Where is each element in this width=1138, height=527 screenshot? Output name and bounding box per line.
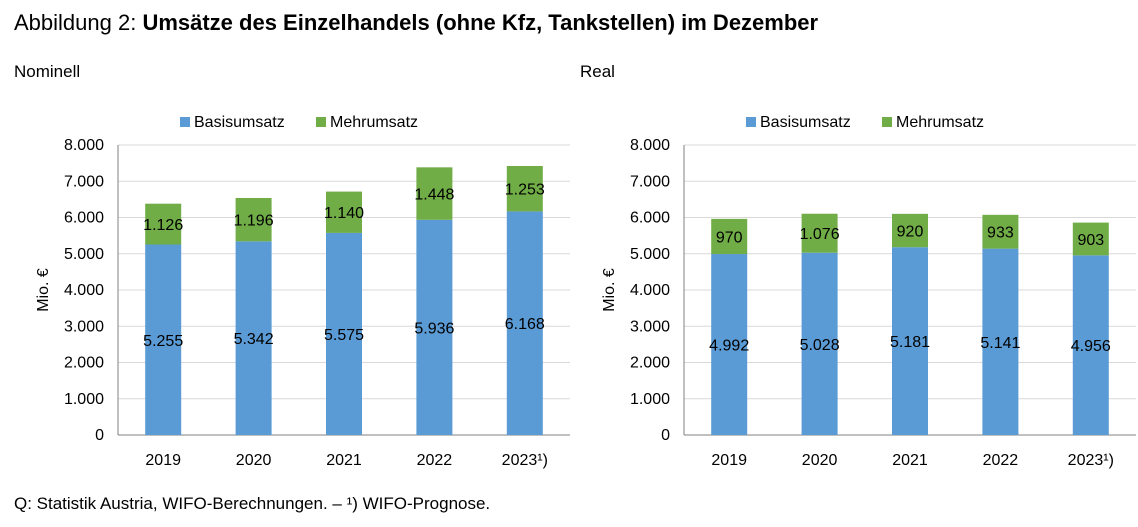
bar-basis-3 xyxy=(416,219,453,435)
x-tick-label: 2023¹) xyxy=(1068,452,1114,469)
y-tick-label: 1.000 xyxy=(64,391,104,408)
legend-label-0: Basisumsatz xyxy=(194,114,285,131)
data-label: 920 xyxy=(897,224,924,241)
y-tick-label: 0 xyxy=(661,427,670,444)
y-tick-label: 3.000 xyxy=(630,318,670,335)
y-tick-label: 6.000 xyxy=(630,210,670,227)
data-label: 5.575 xyxy=(324,327,364,344)
data-label: 1.448 xyxy=(414,187,454,204)
bar-basis-1 xyxy=(801,252,838,435)
bar-basis-2 xyxy=(326,232,362,435)
x-tick-label: 2019 xyxy=(145,452,181,469)
y-tick-label: 7.000 xyxy=(64,173,104,190)
data-label: 1.126 xyxy=(143,217,183,234)
bar-mehr-2 xyxy=(892,213,928,248)
data-label: 970 xyxy=(716,229,743,246)
y-tick-label: 8.000 xyxy=(64,137,104,154)
data-label: 903 xyxy=(1077,232,1104,249)
y-tick-label: 7.000 xyxy=(630,173,670,190)
bar-basis-0 xyxy=(145,244,182,435)
data-label: 1.076 xyxy=(800,226,840,243)
data-label: 933 xyxy=(987,225,1014,242)
x-tick-label: 2019 xyxy=(711,452,747,469)
data-label: 4.992 xyxy=(709,338,749,355)
data-label: 4.956 xyxy=(1071,338,1111,355)
bar-basis-1 xyxy=(235,241,272,435)
bar-mehr-4 xyxy=(1072,222,1109,256)
legend-label-0: Basisumsatz xyxy=(760,114,851,131)
y-axis-label: Mio. € xyxy=(35,268,52,312)
x-tick-label: 2022 xyxy=(983,452,1019,469)
bar-mehr-3 xyxy=(416,167,453,220)
bar-mehr-1 xyxy=(235,197,272,242)
legend-label-1: Mehrumsatz xyxy=(330,114,418,131)
figure-title-text: Umsätze des Einzelhandels (ohne Kfz, Tan… xyxy=(142,10,819,35)
legend-swatch-0 xyxy=(180,117,190,127)
legend-swatch-1 xyxy=(316,117,326,127)
y-tick-label: 8.000 xyxy=(630,137,670,154)
data-label: 1.253 xyxy=(505,182,545,199)
y-tick-label: 5.000 xyxy=(630,246,670,263)
y-tick-label: 3.000 xyxy=(64,318,104,335)
figure-title: Abbildung 2: Umsätze des Einzelhandels (… xyxy=(14,10,818,36)
legend-swatch-0 xyxy=(746,117,756,127)
legend-label-1: Mehrumsatz xyxy=(896,114,984,131)
x-tick-label: 2021 xyxy=(326,452,362,469)
x-tick-label: 2020 xyxy=(236,452,272,469)
y-tick-label: 4.000 xyxy=(64,282,104,299)
bar-basis-4 xyxy=(506,211,543,435)
y-tick-label: 2.000 xyxy=(630,355,670,372)
data-label: 1.140 xyxy=(324,205,364,222)
source-footnote: Q: Statistik Austria, WIFO-Berechnungen.… xyxy=(14,494,491,513)
y-tick-label: 5.000 xyxy=(64,246,104,263)
x-tick-label: 2022 xyxy=(417,452,453,469)
data-label: 5.141 xyxy=(980,335,1020,352)
x-tick-label: 2021 xyxy=(892,452,928,469)
bar-mehr-4 xyxy=(506,165,543,212)
data-label: 5.342 xyxy=(234,331,274,348)
y-tick-label: 0 xyxy=(95,427,104,444)
chart-real: Basisumsatz Mehrumsatz 0 1.000 2.000 3.000 4.0… xyxy=(601,114,1136,469)
data-label: 5.028 xyxy=(800,337,840,354)
y-axis-label: Mio. € xyxy=(601,268,618,312)
chart-nominal: Basisumsatz Mehrumsatz 0 1.000 2.000 3.000 4.0… xyxy=(35,114,570,469)
bar-basis-0 xyxy=(711,254,748,435)
chart-subtitle-real: Real xyxy=(580,62,615,81)
legend: Basisumsatz Mehrumsatz xyxy=(746,114,984,131)
legend: Basisumsatz Mehrumsatz xyxy=(180,114,418,131)
bar-mehr-0 xyxy=(711,218,748,255)
y-tick-label: 4.000 xyxy=(630,282,670,299)
legend-swatch-1 xyxy=(882,117,892,127)
bar-basis-3 xyxy=(982,248,1019,435)
bar-mehr-0 xyxy=(145,203,182,245)
bar-basis-4 xyxy=(1072,255,1109,435)
figure-prefix: Abbildung 2: xyxy=(14,10,143,35)
bar-mehr-2 xyxy=(326,191,362,233)
data-label: 1.196 xyxy=(234,213,274,230)
data-label: 5.255 xyxy=(143,333,183,350)
bar-mehr-1 xyxy=(801,213,838,253)
x-tick-label: 2023¹) xyxy=(502,452,548,469)
y-tick-label: 1.000 xyxy=(630,391,670,408)
y-tick-label: 6.000 xyxy=(64,210,104,227)
x-tick-label: 2020 xyxy=(802,452,838,469)
data-label: 5.181 xyxy=(890,334,930,351)
bar-basis-2 xyxy=(892,247,928,435)
data-label: 6.168 xyxy=(505,316,545,333)
y-tick-label: 2.000 xyxy=(64,355,104,372)
chart-subtitle-nominal: Nominell xyxy=(14,62,81,81)
data-label: 5.936 xyxy=(414,320,454,337)
bar-mehr-3 xyxy=(982,214,1019,249)
